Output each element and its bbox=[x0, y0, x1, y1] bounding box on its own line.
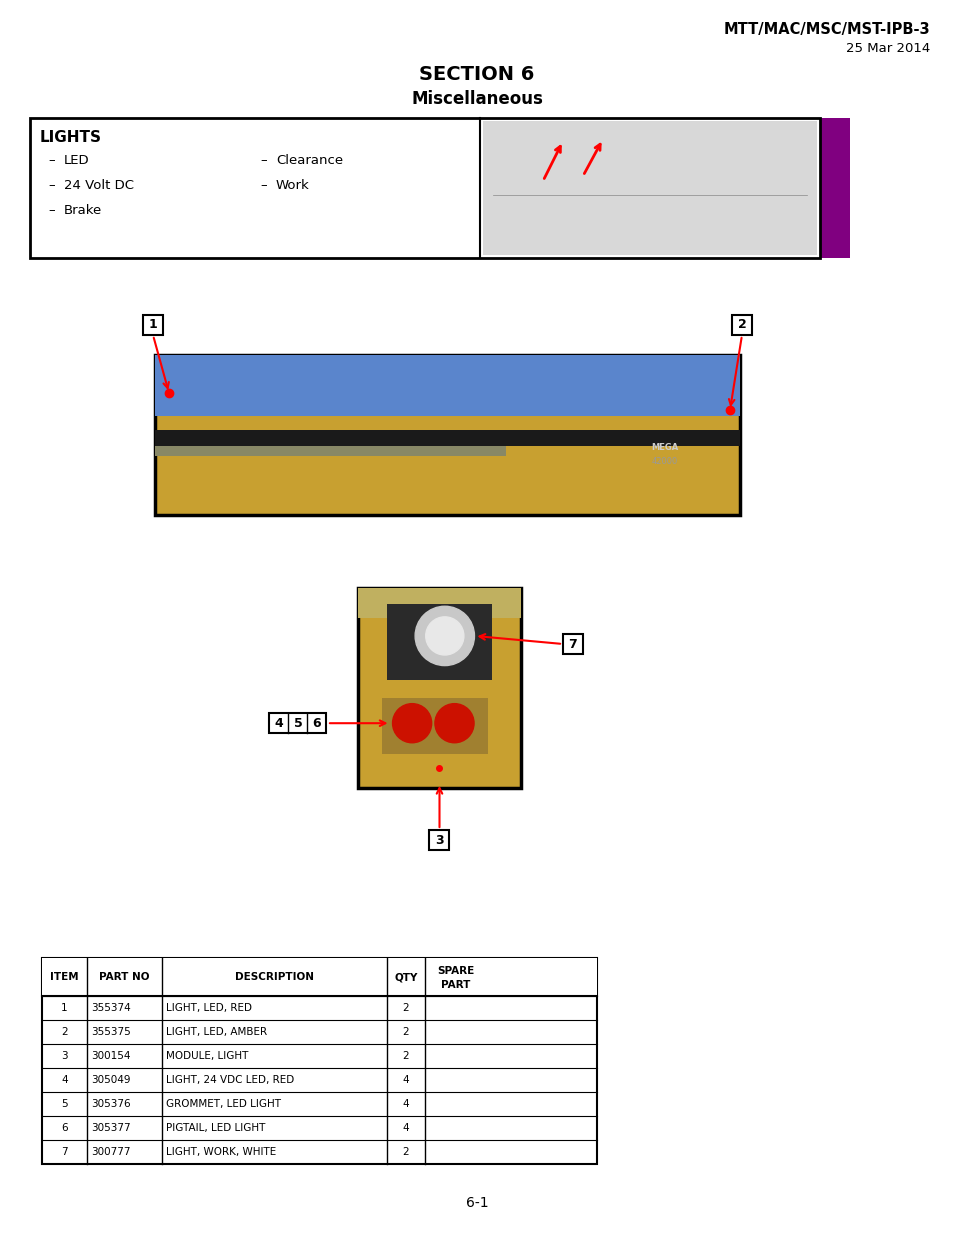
Bar bbox=[386, 604, 492, 680]
Bar bbox=[42, 958, 597, 995]
Text: ITEM: ITEM bbox=[51, 972, 79, 982]
Text: GROMMET, LED LIGHT: GROMMET, LED LIGHT bbox=[166, 1099, 281, 1109]
Text: 355374: 355374 bbox=[91, 1003, 131, 1013]
Text: 6: 6 bbox=[61, 1123, 68, 1132]
Text: 7: 7 bbox=[568, 637, 577, 651]
Circle shape bbox=[425, 616, 463, 655]
Text: 6-1: 6-1 bbox=[465, 1195, 488, 1210]
Text: 4: 4 bbox=[402, 1099, 409, 1109]
Bar bbox=[154, 430, 740, 446]
Bar bbox=[269, 713, 326, 734]
Text: LIGHT, LED, RED: LIGHT, LED, RED bbox=[166, 1003, 252, 1013]
Text: Clearance: Clearance bbox=[275, 154, 343, 167]
Text: PIGTAIL, LED LIGHT: PIGTAIL, LED LIGHT bbox=[166, 1123, 265, 1132]
Bar bbox=[429, 830, 449, 850]
Text: LIGHT, LED, AMBER: LIGHT, LED, AMBER bbox=[166, 1028, 267, 1037]
Text: 4: 4 bbox=[402, 1123, 409, 1132]
Text: 305377: 305377 bbox=[91, 1123, 131, 1132]
Text: Brake: Brake bbox=[64, 204, 102, 217]
Text: 300777: 300777 bbox=[91, 1147, 131, 1157]
Text: 7: 7 bbox=[61, 1147, 68, 1157]
Text: 300154: 300154 bbox=[91, 1051, 131, 1061]
Text: 2: 2 bbox=[61, 1028, 68, 1037]
Text: DESCRIPTION: DESCRIPTION bbox=[234, 972, 314, 982]
Bar bbox=[357, 588, 520, 618]
Text: 1: 1 bbox=[149, 319, 157, 331]
Text: 42000: 42000 bbox=[651, 457, 678, 467]
Text: –: – bbox=[48, 154, 54, 167]
Text: LIGHT, WORK, WHITE: LIGHT, WORK, WHITE bbox=[166, 1147, 276, 1157]
Text: 4: 4 bbox=[61, 1074, 68, 1086]
Text: PART NO: PART NO bbox=[99, 972, 150, 982]
Text: LED: LED bbox=[64, 154, 90, 167]
Bar bbox=[382, 698, 488, 755]
Bar bbox=[30, 119, 849, 258]
Text: SECTION 6: SECTION 6 bbox=[419, 65, 534, 84]
Text: –: – bbox=[260, 154, 266, 167]
Text: 3: 3 bbox=[435, 834, 443, 846]
Text: 305049: 305049 bbox=[91, 1074, 131, 1086]
Text: 3: 3 bbox=[61, 1051, 68, 1061]
Bar bbox=[154, 354, 740, 515]
Text: QTY: QTY bbox=[394, 972, 417, 982]
Bar bbox=[482, 121, 816, 254]
Bar bbox=[143, 315, 163, 335]
Bar bbox=[357, 588, 520, 788]
Circle shape bbox=[435, 704, 474, 742]
Text: 1: 1 bbox=[61, 1003, 68, 1013]
Text: 2: 2 bbox=[402, 1003, 409, 1013]
Text: PART: PART bbox=[441, 981, 470, 990]
Text: 24 Volt DC: 24 Volt DC bbox=[64, 179, 133, 191]
Text: Work: Work bbox=[275, 179, 310, 191]
Text: Miscellaneous: Miscellaneous bbox=[411, 90, 542, 107]
Text: SPARE: SPARE bbox=[436, 966, 475, 976]
Text: 6: 6 bbox=[313, 716, 321, 730]
Text: 355375: 355375 bbox=[91, 1028, 131, 1037]
Text: –: – bbox=[48, 179, 54, 191]
Bar bbox=[562, 634, 582, 655]
Text: 2: 2 bbox=[402, 1028, 409, 1037]
Text: LIGHTS: LIGHTS bbox=[40, 130, 102, 144]
Bar bbox=[42, 958, 597, 1165]
Bar bbox=[731, 315, 751, 335]
Text: MODULE, LIGHT: MODULE, LIGHT bbox=[166, 1051, 248, 1061]
Text: MEGA: MEGA bbox=[651, 443, 678, 452]
Text: 5: 5 bbox=[61, 1099, 68, 1109]
Circle shape bbox=[392, 704, 431, 742]
Text: 2: 2 bbox=[737, 319, 745, 331]
Text: 4: 4 bbox=[402, 1074, 409, 1086]
Text: 25 Mar 2014: 25 Mar 2014 bbox=[845, 42, 929, 56]
Text: –: – bbox=[260, 179, 266, 191]
Bar bbox=[154, 354, 740, 416]
Text: 2: 2 bbox=[402, 1147, 409, 1157]
Text: LIGHT, 24 VDC LED, RED: LIGHT, 24 VDC LED, RED bbox=[166, 1074, 294, 1086]
Text: –: – bbox=[48, 204, 54, 217]
Text: 4: 4 bbox=[274, 716, 283, 730]
Circle shape bbox=[415, 606, 474, 666]
Text: 5: 5 bbox=[294, 716, 302, 730]
Text: MTT/MAC/MSC/MST-IPB-3: MTT/MAC/MSC/MST-IPB-3 bbox=[722, 22, 929, 37]
Bar bbox=[154, 446, 505, 456]
Bar bbox=[30, 119, 820, 258]
Text: 305376: 305376 bbox=[91, 1099, 131, 1109]
Text: 2: 2 bbox=[402, 1051, 409, 1061]
